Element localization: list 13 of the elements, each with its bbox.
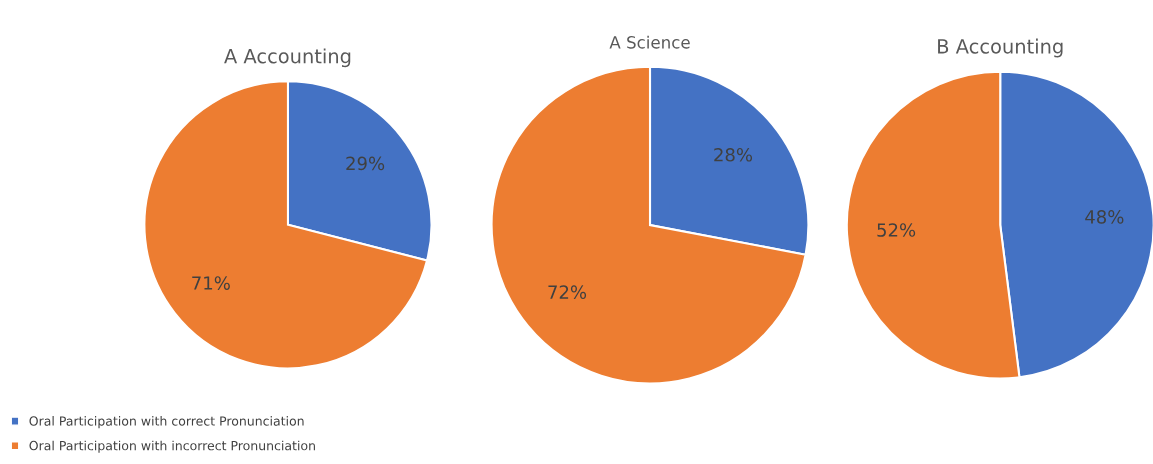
pie-slice [490, 65, 807, 385]
data-label: 28% [714, 147, 753, 162]
legend-label: Oral Participation with correct Pronunciation [29, 416, 304, 429]
legend-label: Oral Participation with incorrect Pronunciation [29, 440, 315, 453]
data-label: 48% [1085, 210, 1124, 224]
chart-title: A Science [609, 35, 690, 49]
data-label: 52% [877, 223, 916, 237]
data-label: 29% [346, 156, 385, 171]
chart-title: B Accounting [938, 38, 1063, 58]
pie-slice [143, 80, 429, 370]
data-label: 72% [548, 285, 587, 299]
chart-title: A Accounting [224, 48, 351, 68]
data-label: 71% [192, 276, 230, 290]
